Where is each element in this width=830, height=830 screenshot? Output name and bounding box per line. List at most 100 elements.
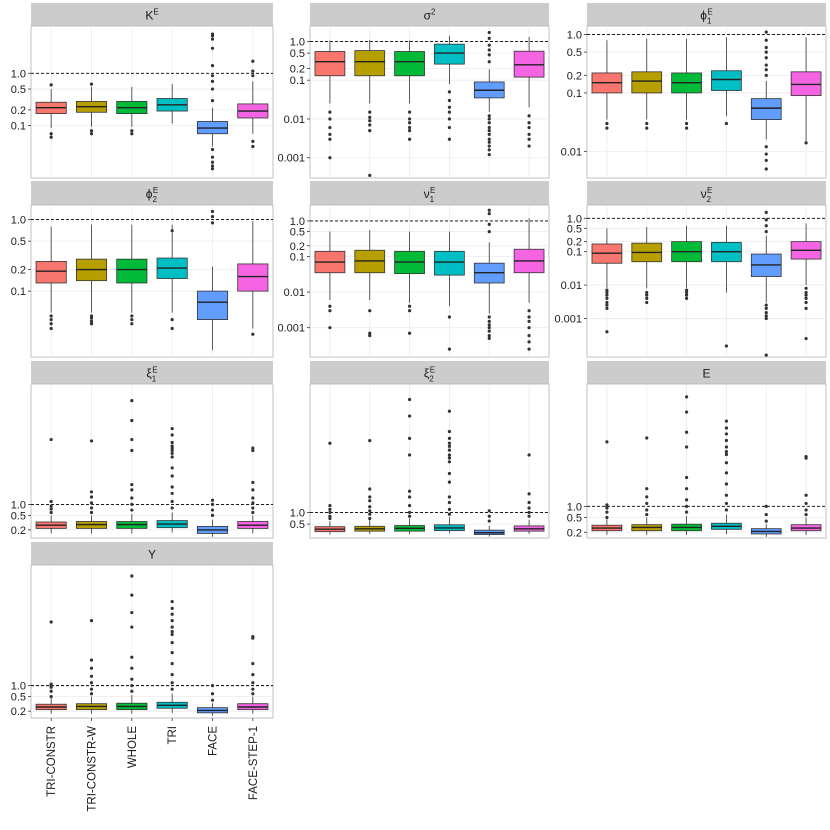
panel-E: E 0.2 0.51.0 xyxy=(567,361,827,539)
box-tri-constr-w xyxy=(354,39,386,178)
box-tri xyxy=(711,419,742,534)
outlier-point xyxy=(328,503,332,508)
outlier-point xyxy=(89,692,94,696)
outlier-point xyxy=(210,147,215,152)
outlier-point xyxy=(328,137,332,141)
x-tick-label-face-step-1: FACE-STEP-1 xyxy=(248,726,260,800)
outlier-point xyxy=(328,309,332,313)
box-whole xyxy=(671,395,702,535)
outlier-point xyxy=(645,495,649,499)
box-tri xyxy=(156,599,188,713)
outlier-point xyxy=(368,509,372,513)
outlier-point xyxy=(251,488,255,492)
outlier-point xyxy=(645,121,649,126)
outlier-point xyxy=(130,317,134,322)
outlier-point xyxy=(764,353,768,357)
outlier-point xyxy=(684,126,689,130)
outlier-point xyxy=(130,689,134,693)
box-body xyxy=(434,43,465,65)
outlier-point xyxy=(368,110,372,114)
outlier-point xyxy=(684,430,689,434)
outlier-point xyxy=(89,490,94,494)
outlier-point xyxy=(328,514,332,518)
outlier-point xyxy=(645,290,649,295)
panel-phi1E: ϕ1E 0.01 0.1 0.2 0.5 1.0 xyxy=(561,3,827,179)
y-tick-label: 0.01 xyxy=(284,114,305,126)
strip-title-nu1E: ν1E xyxy=(424,186,436,204)
box-tri-constr xyxy=(591,228,623,334)
outlier-point xyxy=(368,119,372,123)
outlier-point xyxy=(210,508,215,512)
box-tri-constr-w xyxy=(75,619,108,714)
plot-area-nu2E xyxy=(586,204,827,358)
box-tri-constr xyxy=(35,620,67,714)
outlier-point xyxy=(368,512,372,516)
box-tri-constr-w xyxy=(631,38,663,130)
outlier-point xyxy=(645,296,649,300)
outlier-point xyxy=(605,126,609,130)
outlier-point xyxy=(170,619,174,623)
outlier-point xyxy=(447,110,452,114)
outlier-point xyxy=(210,46,215,50)
strip-title-sigma2: σ2 xyxy=(424,8,436,23)
box-whole xyxy=(394,397,425,534)
outlier-point xyxy=(170,455,174,459)
box-face-step-1 xyxy=(513,453,545,534)
box-tri-constr xyxy=(35,226,67,331)
box-tri xyxy=(434,409,465,534)
outlier-point xyxy=(49,682,53,686)
y-tick-label: 1.0 xyxy=(11,499,26,511)
outlier-point xyxy=(487,323,491,327)
box-face xyxy=(196,32,229,171)
outlier-point xyxy=(764,210,768,215)
box-face-step-1 xyxy=(237,446,269,534)
outlier-point xyxy=(407,510,412,515)
outlier-point xyxy=(764,310,768,315)
outlier-point xyxy=(764,519,768,523)
outlier-point xyxy=(527,137,531,141)
strip-title-nu2E: ν2E xyxy=(701,186,713,204)
outlier-point xyxy=(487,114,491,118)
y-tick-label: 0.5 xyxy=(11,692,26,704)
outlier-point xyxy=(447,441,452,445)
outlier-point xyxy=(645,300,649,305)
outlier-point xyxy=(49,499,53,504)
box-face-step-1 xyxy=(237,221,269,336)
outlier-point xyxy=(170,681,174,685)
outlier-point xyxy=(130,448,134,453)
y-tick-label: 0.1 xyxy=(567,247,582,259)
strip-nu1E xyxy=(310,181,549,205)
outlier-point xyxy=(487,129,491,133)
plot-area-Y xyxy=(30,564,274,719)
outlier-point xyxy=(447,409,452,413)
outlier-point xyxy=(764,218,768,222)
outlier-point xyxy=(251,59,255,63)
y-tick-label: 0.5 xyxy=(290,519,305,531)
outlier-point xyxy=(210,513,215,517)
panel-KE: KE 0.1 0.2 0.5 1.0 xyxy=(11,3,274,179)
outlier-point xyxy=(447,444,452,448)
outlier-point xyxy=(804,336,808,341)
outlier-point xyxy=(170,625,174,629)
outlier-point xyxy=(724,426,729,430)
outlier-point xyxy=(764,68,768,72)
outlier-point xyxy=(605,503,609,507)
outlier-point xyxy=(724,344,729,348)
box-face xyxy=(196,209,229,351)
outlier-point xyxy=(89,82,94,86)
outlier-point xyxy=(407,495,412,499)
outlier-point xyxy=(407,436,412,440)
y-tick-label: 1.0 xyxy=(567,213,582,225)
outlier-point xyxy=(527,319,531,324)
outlier-point xyxy=(210,221,215,225)
box-whole xyxy=(116,224,148,326)
outlier-point xyxy=(49,135,53,139)
outlier-point xyxy=(49,507,53,511)
outlier-point xyxy=(447,471,452,476)
outlier-point xyxy=(251,74,255,78)
y-tick-label: 0.1 xyxy=(290,75,305,87)
outlier-point xyxy=(130,610,134,615)
box-tri-constr xyxy=(314,40,346,160)
outlier-point xyxy=(684,296,689,300)
outlier-point xyxy=(605,293,609,297)
